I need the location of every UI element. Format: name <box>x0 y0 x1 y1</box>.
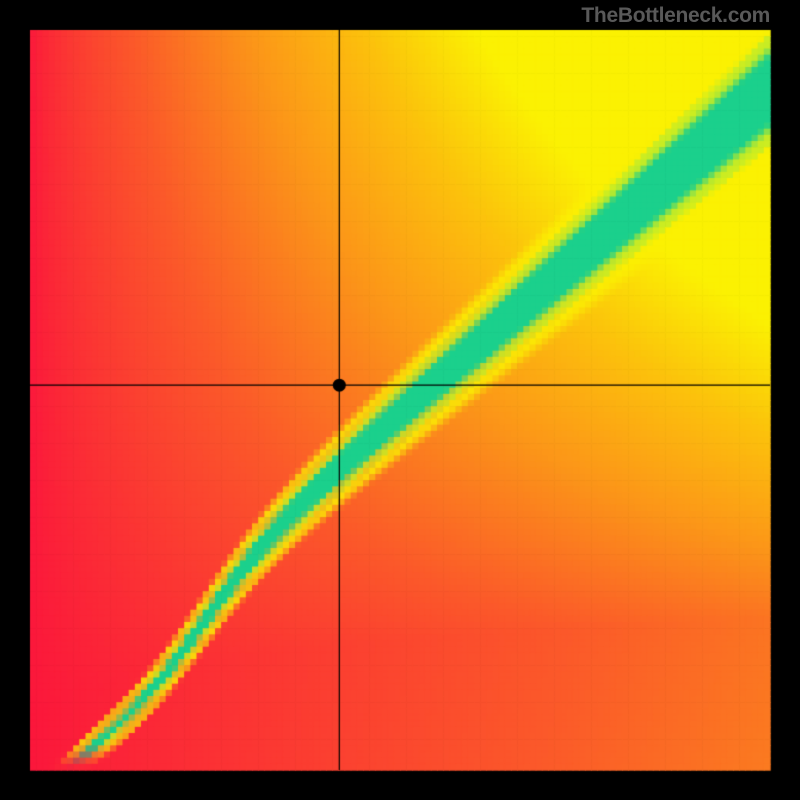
watermark-label: TheBottleneck.com <box>581 4 770 28</box>
bottleneck-heatmap <box>0 0 800 800</box>
chart-container: TheBottleneck.com <box>0 0 800 800</box>
